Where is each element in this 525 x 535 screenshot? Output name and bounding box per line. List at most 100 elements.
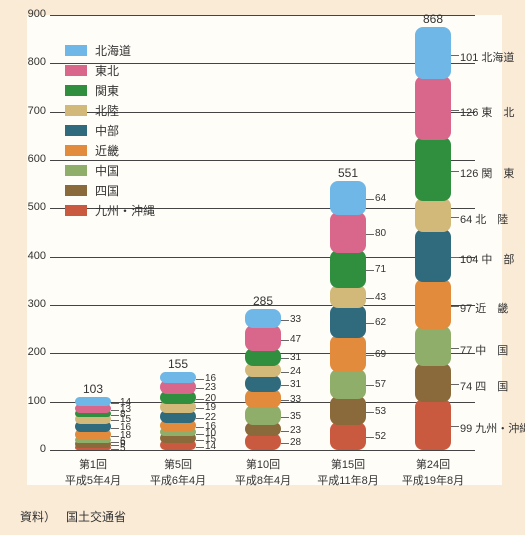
segment-value-label: 23 — [290, 425, 301, 436]
legend-label: 北海道 — [95, 42, 131, 59]
source-label: 資料） — [20, 510, 56, 524]
segment-region-label: 99 九州・沖縄 — [460, 420, 525, 436]
label-leader — [451, 384, 459, 385]
label-leader — [111, 442, 119, 443]
segment-value-label: 20 — [205, 393, 216, 404]
label-leader — [196, 408, 204, 409]
legend-item: 関東 — [65, 80, 155, 100]
bar-total-label: 155 — [148, 357, 208, 371]
bar-segment — [415, 399, 451, 450]
bar-segment — [160, 372, 196, 383]
segment-value-label: 24 — [290, 366, 301, 377]
bar-segment — [330, 250, 366, 287]
segment-value-label: 62 — [375, 317, 386, 328]
x-category-label: 第10回 — [221, 456, 305, 472]
bar-segment — [245, 325, 281, 351]
label-leader — [366, 270, 374, 271]
label-leader — [366, 355, 374, 356]
segment-region-label: 74 四 国 — [460, 378, 508, 394]
legend-label: 九州・沖縄 — [95, 202, 155, 219]
label-leader — [196, 418, 204, 419]
bar-segment — [330, 181, 366, 215]
bar-segment — [415, 229, 451, 282]
label-leader — [111, 410, 119, 411]
x-category-sublabel: 平成8年4月 — [221, 472, 305, 488]
bar-total-label: 868 — [403, 12, 463, 26]
label-leader — [281, 443, 289, 444]
legend-label: 中国 — [95, 162, 119, 179]
label-leader — [196, 379, 204, 380]
segment-region-label: 126 関 東 — [460, 165, 514, 181]
label-leader — [451, 217, 459, 218]
legend-label: 関東 — [95, 82, 119, 99]
legend-swatch — [65, 65, 87, 76]
segment-value-label: 14 — [120, 397, 131, 408]
source-citation: 資料） 国土交通省 — [20, 508, 126, 525]
label-leader — [366, 437, 374, 438]
bar-segment — [330, 422, 366, 450]
bar-segment — [415, 279, 451, 329]
segment-value-label: 28 — [290, 437, 301, 448]
segment-value-label: 19 — [205, 402, 216, 413]
label-leader — [281, 417, 289, 418]
label-leader — [451, 348, 459, 349]
label-leader — [281, 400, 289, 401]
label-leader — [366, 412, 374, 413]
legend-swatch — [65, 185, 87, 196]
segment-value-label: 33 — [290, 314, 301, 325]
label-leader — [451, 110, 459, 111]
x-category-sublabel: 平成6年4月 — [136, 472, 220, 488]
bar-segment — [245, 389, 281, 408]
label-leader — [451, 257, 459, 258]
legend-label: 北陸 — [95, 102, 119, 119]
label-leader — [281, 385, 289, 386]
label-leader — [281, 372, 289, 373]
label-leader — [196, 447, 204, 448]
segment-value-label: 33 — [290, 394, 301, 405]
bar-segment — [330, 369, 366, 400]
bar-segment — [330, 212, 366, 254]
segment-value-label: 35 — [290, 411, 301, 422]
legend-label: 中部 — [95, 122, 119, 139]
segment-value-label: 69 — [375, 349, 386, 360]
label-leader — [366, 323, 374, 324]
segment-value-label: 31 — [290, 352, 301, 363]
label-leader — [111, 428, 119, 429]
segment-value-label: 80 — [375, 228, 386, 239]
bar-total-label: 285 — [233, 294, 293, 308]
bar-segment — [330, 396, 366, 425]
x-category-label: 第5回 — [136, 456, 220, 472]
y-tick-label: 700 — [24, 105, 46, 117]
bar-segment — [415, 27, 451, 79]
bar-segment — [415, 363, 451, 402]
y-tick-label: 600 — [24, 153, 46, 165]
y-gridline — [50, 257, 475, 258]
label-leader — [196, 399, 204, 400]
segment-value-label: 22 — [205, 412, 216, 423]
segment-value-label: 43 — [375, 292, 386, 303]
segment-value-label: 23 — [205, 382, 216, 393]
bar-segment — [245, 405, 281, 425]
bar-segment — [75, 397, 111, 407]
label-leader — [281, 340, 289, 341]
legend-item: 近畿 — [65, 140, 155, 160]
legend-swatch — [65, 205, 87, 216]
y-tick-label: 100 — [24, 395, 46, 407]
bar-segment — [330, 305, 366, 338]
label-leader — [451, 55, 459, 56]
x-category-sublabel: 平成5年4月 — [51, 472, 135, 488]
label-leader — [196, 427, 204, 428]
y-tick-label: 400 — [24, 250, 46, 262]
segment-value-label: 64 — [375, 193, 386, 204]
legend-item: 北陸 — [65, 100, 155, 120]
y-gridline — [50, 450, 475, 451]
legend-label: 近畿 — [95, 142, 119, 159]
x-category-sublabel: 平成11年8月 — [306, 472, 390, 488]
segment-region-label: 64 北 陸 — [460, 211, 508, 227]
legend-item: 北海道 — [65, 40, 155, 60]
x-category-label: 第15回 — [306, 456, 390, 472]
segment-region-label: 126 東 北 — [460, 104, 514, 120]
label-leader — [111, 449, 119, 450]
segment-region-label: 104 中 部 — [460, 251, 514, 267]
bar-segment — [330, 335, 366, 371]
